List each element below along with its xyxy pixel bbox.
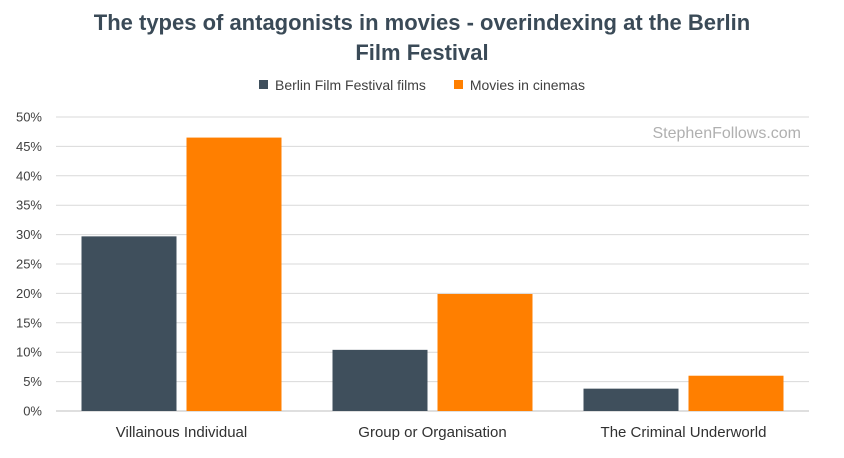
category-label: The Criminal Underworld: [601, 424, 767, 441]
y-tick-label: 5%: [23, 374, 42, 389]
chart-title-line-1: The types of antagonists in movies - ove…: [93, 10, 751, 35]
bar-cinemas: [186, 137, 282, 411]
bars: [81, 137, 784, 411]
y-tick-label: 0%: [23, 404, 42, 419]
legend-label-berlin: Berlin Film Festival films: [275, 76, 426, 93]
chart-title-line-2: Film Festival: [355, 40, 489, 65]
chart-legend: Berlin Film Festival films Movies in cin…: [0, 76, 844, 93]
watermark: StephenFollows.com: [652, 125, 801, 142]
y-tick-label: 45%: [16, 139, 42, 154]
legend-label-cinemas: Movies in cinemas: [469, 76, 585, 93]
y-tick-label: 35%: [16, 198, 42, 213]
y-tick-label: 20%: [16, 286, 42, 301]
legend-swatch-cinemas: [453, 80, 463, 89]
y-tick-label: 40%: [16, 168, 42, 183]
bar-berlin: [332, 349, 428, 411]
legend-item-cinemas: Movies in cinemas: [453, 76, 585, 93]
y-tick-label: 15%: [16, 315, 42, 330]
gridlines: [56, 116, 809, 412]
x-axis-categories: Villainous Individual Group or Organisati…: [116, 424, 767, 441]
bar-berlin: [583, 388, 679, 411]
y-tick-label: 10%: [16, 345, 42, 360]
chart-title: The types of antagonists in movies - ove…: [0, 8, 844, 68]
category-label: Group or Organisation: [358, 424, 506, 441]
y-tick-label: 50%: [16, 110, 42, 125]
y-tick-label: 30%: [16, 227, 42, 242]
bar-cinemas: [688, 375, 784, 411]
y-tick-label: 25%: [16, 257, 42, 272]
legend-item-berlin: Berlin Film Festival films: [259, 77, 426, 93]
legend-swatch-berlin: [259, 80, 269, 89]
bar-cinemas: [437, 293, 533, 411]
bar-berlin: [81, 236, 177, 411]
category-label: Villainous Individual: [116, 424, 247, 441]
y-axis-ticks: 0% 5% 10% 15% 20% 25% 30% 35% 40% 45% 50%: [16, 110, 42, 419]
